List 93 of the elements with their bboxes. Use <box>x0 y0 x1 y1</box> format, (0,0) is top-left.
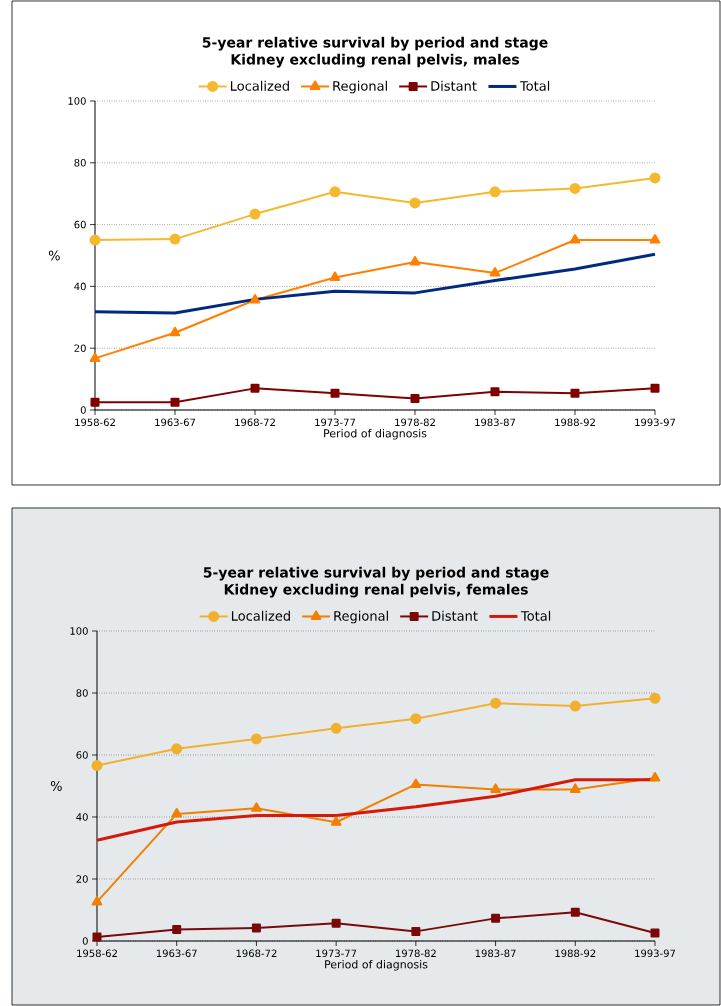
point <box>249 208 261 220</box>
y-tick-label: 20 <box>76 875 88 883</box>
point <box>490 697 502 709</box>
point <box>330 722 342 734</box>
point <box>331 918 341 928</box>
point <box>409 255 421 266</box>
point <box>171 807 183 818</box>
y-tick-label: 20 <box>74 344 86 352</box>
x-tick-label: 1963-67 <box>155 418 196 427</box>
y-tick-label: 80 <box>76 689 88 697</box>
chart-title: 5-year relative survival by period and stage <box>202 36 548 51</box>
point <box>649 172 661 184</box>
y-tick-label: 40 <box>74 282 86 291</box>
point <box>329 271 341 281</box>
x-tick-label: 1958-62 <box>75 418 115 427</box>
point <box>650 383 660 393</box>
point <box>490 387 500 397</box>
legend-label: Regional <box>334 610 388 624</box>
y-tick-label: 0 <box>80 406 86 414</box>
point <box>329 186 341 198</box>
point <box>649 692 661 704</box>
point <box>410 778 422 788</box>
x-tick-label: 1968-72 <box>236 949 277 958</box>
point <box>89 234 101 246</box>
point <box>490 783 501 793</box>
line-series <box>93 252 657 315</box>
legend-label: Regional <box>333 80 387 94</box>
y-tick-label: 0 <box>82 937 88 945</box>
point <box>330 388 340 398</box>
x-tick-label: 1978-82 <box>395 418 435 427</box>
point <box>489 267 501 277</box>
point <box>410 394 420 404</box>
x-tick-label: 1968-72 <box>235 418 275 427</box>
chart-subtitle: Kidney excluding renal pelvis, females <box>224 583 528 598</box>
y-tick-label: 60 <box>76 751 88 759</box>
point <box>251 923 261 933</box>
point <box>411 926 421 936</box>
point <box>169 326 181 337</box>
point <box>570 388 580 398</box>
point <box>251 802 262 812</box>
point <box>250 383 260 393</box>
x-tick-label: 1988-92 <box>555 418 595 427</box>
point <box>250 733 262 745</box>
point <box>170 397 180 407</box>
x-tick-label: 1983-87 <box>475 949 516 958</box>
point <box>569 700 581 712</box>
y-axis-title: % <box>48 250 60 261</box>
legend-label: Distant <box>432 610 478 621</box>
legend-label: Total <box>519 80 550 91</box>
point <box>172 925 182 935</box>
point <box>569 234 581 244</box>
point <box>570 907 580 917</box>
point <box>90 397 100 407</box>
x-tick-label: 1978-82 <box>396 949 436 958</box>
point <box>91 760 103 772</box>
point <box>650 928 660 938</box>
point <box>649 234 661 244</box>
x-tick-label: 1993-97 <box>635 949 676 958</box>
legend-label: Localized <box>231 610 290 621</box>
point <box>92 932 102 942</box>
x-axis-title: Period of diagnosis <box>324 428 427 440</box>
point <box>569 182 581 194</box>
point <box>409 197 421 209</box>
x-axis-title: Period of diagnosis <box>325 959 428 971</box>
point <box>649 771 661 782</box>
x-tick-label: 1963-67 <box>156 949 197 958</box>
x-tick-label: 1983-87 <box>475 418 516 427</box>
chart-subtitle: Kidney excluding renal pelvis, males <box>231 53 520 68</box>
legend-label: Total <box>520 610 551 621</box>
x-tick-label: 1973-77 <box>316 949 357 958</box>
chart-title: 5-year relative survival by period and stage <box>203 566 549 581</box>
point <box>491 913 501 923</box>
point <box>569 783 581 793</box>
point <box>410 713 422 725</box>
point <box>330 816 342 826</box>
x-tick-label: 1958-62 <box>77 949 117 958</box>
y-tick-label: 60 <box>74 220 86 229</box>
x-tick-label: 1993-97 <box>635 418 676 427</box>
y-axis-title: % <box>50 781 62 791</box>
y-tick-label: 80 <box>74 159 86 167</box>
point <box>89 352 101 362</box>
y-tick-label: 100 <box>70 627 88 635</box>
x-tick-label: 1988-92 <box>555 949 596 958</box>
legend-label: Distant <box>431 80 477 91</box>
point <box>249 293 261 304</box>
y-tick-label: 100 <box>68 97 86 105</box>
legend-label: Localized <box>230 80 289 91</box>
point <box>91 895 103 906</box>
point <box>171 743 183 755</box>
x-tick-label: 1973-77 <box>315 418 356 427</box>
point <box>169 233 181 245</box>
y-tick-label: 40 <box>76 813 88 821</box>
point <box>489 186 501 198</box>
